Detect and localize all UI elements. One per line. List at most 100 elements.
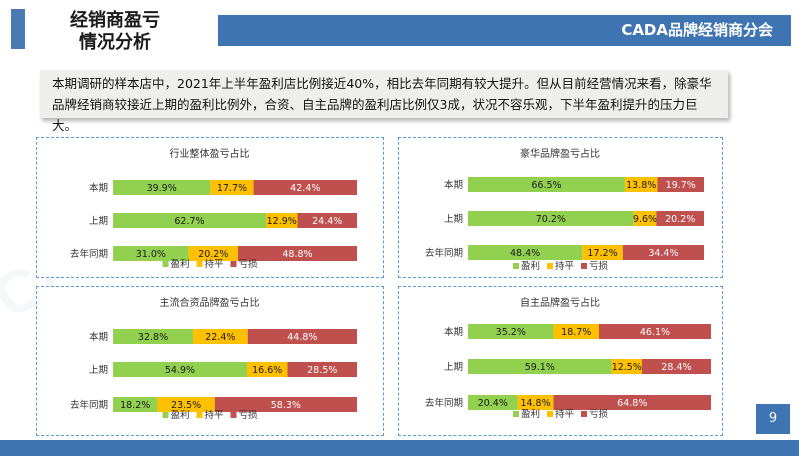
- bar-segment-profit: [113, 213, 266, 228]
- chart-title: 主流合资品牌盈亏占比: [160, 296, 260, 309]
- chart-panel-domestic: 自主品牌盈亏占比 本期 35.2% 18.7% 46.1% 上期 59.1% 12.5% 28.…: [398, 286, 723, 436]
- bar-segment-loss: [297, 213, 357, 228]
- bar-segment-profit: [468, 245, 583, 260]
- data-label: 34.4%: [648, 248, 678, 259]
- data-label: 20.2%: [198, 249, 228, 260]
- data-label: 22.4%: [205, 332, 235, 343]
- bar-segment-loss: [622, 245, 704, 260]
- category-label: 上期: [444, 362, 463, 373]
- data-label: 32.8%: [138, 332, 168, 343]
- legend-swatch-even: [547, 263, 553, 269]
- data-label: 28.4%: [661, 362, 691, 373]
- legend-swatch-even: [547, 411, 553, 417]
- bar-segment-even: [265, 213, 298, 228]
- bar-segment-even: [582, 245, 623, 260]
- bar-segment-even: [188, 246, 238, 261]
- header-band: CADA品牌经销商分会: [218, 15, 791, 46]
- legend-swatch-profit: [513, 263, 519, 269]
- footer-band: [0, 440, 799, 456]
- data-label: 44.8%: [287, 332, 317, 343]
- bar-segment-loss: [253, 180, 357, 195]
- data-label: 9.6%: [633, 214, 657, 225]
- bar-segment-even: [193, 329, 248, 344]
- page-title-line2: 情况分析: [79, 32, 151, 53]
- data-label: 16.6%: [252, 365, 282, 376]
- legend-swatch-loss: [230, 261, 237, 267]
- data-label: 42.4%: [290, 183, 320, 194]
- bar-segment-even: [624, 177, 658, 192]
- bar-segment-even: [517, 395, 554, 410]
- legend-swatch-loss: [581, 263, 587, 269]
- chart-panel-joint-venture: 主流合资品牌盈亏占比本期 32.8% 22.4% 44.8% 上期 54.9% 16.6% 2…: [36, 286, 384, 436]
- legend-label: 持平: [555, 408, 575, 420]
- bar-segment-loss: [247, 329, 357, 344]
- category-label: 本期: [89, 182, 108, 194]
- data-label: 54.9%: [165, 365, 195, 376]
- bar-segment-profit: [468, 395, 518, 410]
- bar-segment-loss: [656, 211, 704, 226]
- legend-swatch-loss: [230, 412, 237, 418]
- data-label: 12.5%: [612, 362, 642, 373]
- data-label: 31.0%: [136, 249, 166, 260]
- chart-panel-industry: 行业整体盈亏占比 本期 39.9% 17.7% 42.4% 上期 62.7% 12.9% 24.…: [36, 137, 384, 278]
- data-label: 17.2%: [587, 248, 617, 259]
- bar-segment-loss: [598, 324, 711, 339]
- legend-swatch-even: [196, 261, 203, 267]
- data-label: 46.1%: [640, 327, 670, 338]
- legend-label: 盈利: [171, 258, 190, 270]
- data-label: 14.8%: [520, 398, 550, 409]
- legend-label: 亏损: [239, 409, 259, 421]
- bar-segment-even: [157, 397, 215, 412]
- category-label: 去年同期: [70, 248, 108, 260]
- legend-swatch-loss: [581, 411, 587, 417]
- category-label: 去年同期: [425, 397, 463, 409]
- page-title: 经销商盈亏 情况分析: [40, 10, 190, 54]
- chart-title: 豪华品牌盈亏占比: [520, 147, 600, 160]
- bar-segment-loss: [214, 397, 357, 412]
- category-label: 上期: [89, 216, 108, 227]
- data-label: 70.2%: [536, 214, 566, 225]
- legend-label: 亏损: [589, 260, 609, 272]
- bar-segment-loss: [641, 359, 711, 374]
- chart-title: 行业整体盈亏占比: [170, 147, 250, 160]
- bar-segment-loss: [237, 246, 357, 261]
- page-number: 9: [756, 404, 790, 434]
- category-label: 去年同期: [425, 247, 463, 259]
- brand-label: CADA品牌经销商分会: [621, 21, 773, 39]
- category-label: 上期: [89, 365, 108, 376]
- bar-segment-profit: [113, 246, 189, 261]
- data-label: 39.9%: [147, 183, 177, 194]
- data-label: 20.4%: [478, 398, 508, 409]
- data-label: 48.8%: [282, 249, 312, 260]
- bar-segment-profit: [468, 211, 634, 226]
- category-label: 本期: [444, 179, 463, 191]
- data-label: 64.8%: [617, 398, 647, 409]
- data-label: 28.5%: [307, 365, 337, 376]
- page-title-line1: 经销商盈亏: [70, 10, 160, 31]
- data-label: 17.7%: [217, 183, 247, 194]
- bar-segment-profit: [113, 362, 247, 377]
- bar-segment-even: [246, 362, 288, 377]
- bar-segment-profit: [468, 359, 612, 374]
- data-label: 58.3%: [271, 400, 301, 411]
- legend-swatch-profit: [162, 261, 169, 267]
- legend-label: 亏损: [589, 408, 609, 420]
- legend-swatch-even: [196, 412, 203, 418]
- bar-segment-profit: [468, 324, 554, 339]
- data-label: 62.7%: [174, 216, 204, 227]
- data-label: 59.1%: [525, 362, 555, 373]
- bar-segment-loss: [657, 177, 704, 192]
- data-label: 66.5%: [531, 180, 561, 191]
- category-label: 上期: [444, 214, 463, 225]
- legend-label: 持平: [205, 409, 225, 421]
- summary-box: 本期调研的样本店中，2021年上半年盈利店比例接近40%，相比去年同期有较大提升…: [40, 70, 728, 133]
- category-label: 去年同期: [70, 399, 108, 411]
- data-label: 18.2%: [120, 400, 150, 411]
- chart-title: 自主品牌盈亏占比: [520, 296, 600, 309]
- category-label: 本期: [89, 331, 108, 343]
- data-label: 48.4%: [510, 248, 540, 259]
